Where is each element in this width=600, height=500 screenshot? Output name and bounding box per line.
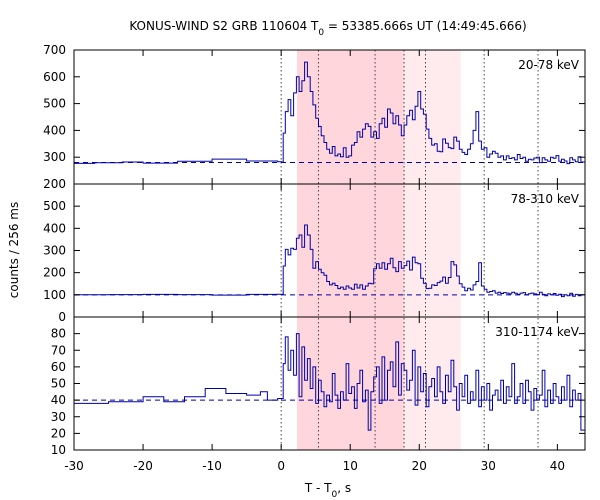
y-axis-label: counts / 256 ms xyxy=(7,202,21,298)
y-tick-label: 60 xyxy=(51,360,66,374)
light-curve-series xyxy=(74,61,585,165)
y-tick-label: 200 xyxy=(43,177,66,191)
y-tick-label: 400 xyxy=(43,123,66,137)
x-tick-label: -20 xyxy=(133,459,153,473)
y-tick-label: 500 xyxy=(43,199,66,213)
x-tick-label: 30 xyxy=(481,459,496,473)
x-tick-label: 10 xyxy=(343,459,358,473)
y-tick-label: 500 xyxy=(43,97,66,111)
y-tick-label: 300 xyxy=(43,244,66,258)
energy-band-label: 20-78 keV xyxy=(518,58,580,72)
x-axis-label-prefix: T - T xyxy=(304,481,332,495)
energy-band-label: 78-310 keV xyxy=(511,192,580,206)
y-tick-label: 600 xyxy=(43,70,66,84)
chart-title-subscript: 0 xyxy=(318,28,324,38)
shading-interval-main xyxy=(297,50,405,450)
chart-title-suffix: = 53385.666s UT (14:49:45.666) xyxy=(324,19,527,33)
x-tick-label: 40 xyxy=(550,459,565,473)
x-tick-label: -10 xyxy=(202,459,222,473)
y-tick-label: 10 xyxy=(51,443,66,457)
y-tick-label: 300 xyxy=(43,150,66,164)
y-tick-label: 0 xyxy=(58,310,66,324)
x-tick-label: 0 xyxy=(277,459,285,473)
light-curve-series xyxy=(74,333,585,431)
y-tick-label: 30 xyxy=(51,410,66,424)
y-tick-label: 100 xyxy=(43,288,66,302)
y-tick-label: 400 xyxy=(43,221,66,235)
y-tick-label: 80 xyxy=(51,327,66,341)
y-tick-label: 40 xyxy=(51,393,66,407)
chart-title: KONUS-WIND S2 GRB 110604 T0 = 53385.666s… xyxy=(129,19,526,38)
x-axis-label-suffix: , s xyxy=(337,481,351,495)
y-tick-label: 20 xyxy=(51,426,66,440)
light-curve-series xyxy=(74,224,585,298)
chart-title-prefix: KONUS-WIND S2 GRB 110604 T xyxy=(129,19,319,33)
y-tick-label: 70 xyxy=(51,343,66,357)
energy-band-label: 310-1174 keV xyxy=(495,325,579,339)
y-tick-label: 700 xyxy=(43,43,66,57)
panel-frame xyxy=(73,316,586,451)
y-tick-label: 200 xyxy=(43,266,66,280)
x-axis-label: T - T0, s xyxy=(304,481,351,500)
y-tick-label: 50 xyxy=(51,377,66,391)
x-tick-label: 20 xyxy=(412,459,427,473)
x-tick-label: -30 xyxy=(64,459,84,473)
x-axis-label-subscript: 0 xyxy=(332,490,338,500)
